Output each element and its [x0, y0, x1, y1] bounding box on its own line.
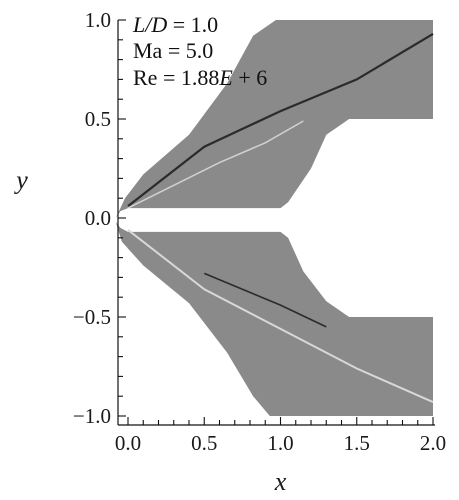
y-axis-label: y	[13, 165, 28, 194]
annotation-ld: L/D = 1.0	[132, 12, 218, 37]
x-tick-label: 0.5	[191, 431, 217, 455]
lower-shock-light	[127, 229, 434, 404]
ticks: 1.00.50.0−0.5−1.00.0 0.5 1.0 1.5 2.0	[73, 8, 446, 455]
upper-shock-dark	[127, 32, 434, 207]
annotation-ld-var: L/D	[132, 12, 167, 37]
annotation-box: L/D = 1.0 Ma = 5.0 Re = 1.88E + 6	[132, 12, 267, 90]
y-tick-label: −1.0	[73, 404, 111, 428]
shock-lines	[127, 32, 434, 404]
lower-shock-dark	[203, 272, 327, 328]
lower-flow-region	[115, 222, 434, 416]
annotation-re: Re = 1.88E + 6	[133, 65, 267, 90]
y-tick-label: −0.5	[73, 305, 111, 329]
axis-labels: x y	[13, 165, 287, 496]
upper-shock-light	[127, 120, 304, 209]
upper-flow-region	[115, 20, 434, 218]
annotation-ld-rest: = 1.0	[167, 12, 218, 37]
x-axis-label: x	[274, 467, 287, 496]
annotation-ma: Ma = 5.0	[133, 38, 213, 63]
y-tick-label: 1.0	[85, 8, 111, 32]
annotation-re-pre: Re = 1.88	[133, 65, 219, 90]
x-tick-label: 0.0	[115, 431, 141, 455]
x-tick-label: 1.0	[267, 431, 293, 455]
y-tick-label: 0.0	[85, 206, 111, 230]
y-tick-label: 0.5	[85, 107, 111, 131]
annotation-re-var: E	[218, 65, 233, 90]
annotation-re-post: + 6	[233, 65, 267, 90]
axes	[117, 20, 435, 426]
x-tick-label: 2.0	[420, 431, 446, 455]
x-tick-label: 1.5	[344, 431, 370, 455]
